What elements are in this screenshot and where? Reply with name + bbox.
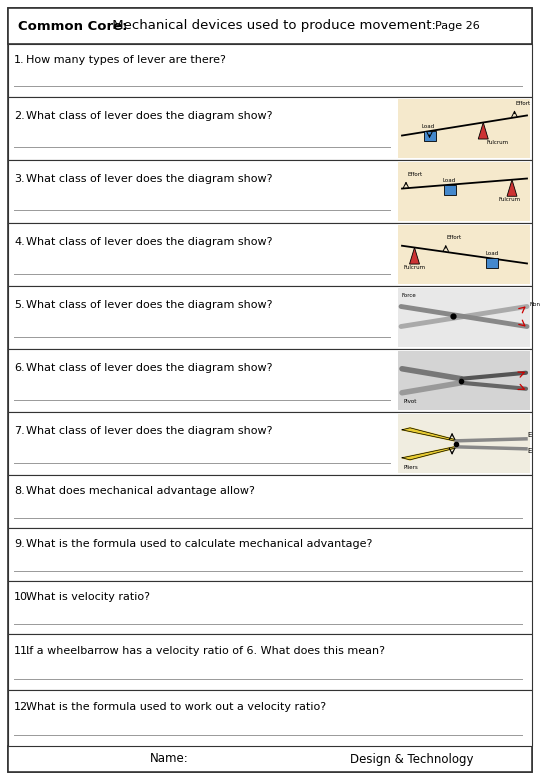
Text: 11.: 11.: [14, 646, 32, 656]
Text: E: E: [527, 448, 531, 454]
Bar: [398, 414, 530, 473]
Text: Effort: Effort: [447, 235, 462, 240]
Text: Force: Force: [402, 292, 417, 298]
Bar: [8, 349, 532, 413]
Text: What does mechanical advantage allow?: What does mechanical advantage allow?: [26, 486, 255, 496]
Text: If a wheelbarrow has a velocity ratio of 6. What does this mean?: If a wheelbarrow has a velocity ratio of…: [26, 646, 385, 656]
Polygon shape: [478, 122, 488, 139]
Text: 4.: 4.: [14, 237, 25, 247]
Bar: [398, 99, 530, 158]
Text: Load: Load: [422, 124, 435, 129]
Bar: [8, 223, 532, 286]
Text: What class of lever does the diagram show?: What class of lever does the diagram sho…: [26, 426, 273, 436]
Bar: [8, 690, 532, 746]
Bar: [486, 258, 498, 268]
Text: Mechanical devices used to produce movement:: Mechanical devices used to produce movem…: [108, 20, 440, 33]
Text: Name:: Name:: [150, 753, 189, 765]
Bar: [8, 581, 532, 634]
Text: How many types of lever are there?: How many types of lever are there?: [26, 55, 226, 65]
Bar: [398, 162, 530, 221]
Text: What class of lever does the diagram show?: What class of lever does the diagram sho…: [26, 111, 273, 121]
Text: 10.: 10.: [14, 592, 32, 602]
Bar: [398, 225, 530, 284]
Polygon shape: [409, 247, 420, 264]
Bar: [8, 97, 532, 160]
Text: Common Core:: Common Core:: [18, 20, 127, 33]
Text: What class of lever does the diagram show?: What class of lever does the diagram sho…: [26, 237, 273, 247]
Text: 2.: 2.: [14, 111, 25, 121]
Polygon shape: [402, 428, 456, 441]
Text: Effort: Effort: [407, 172, 422, 176]
Text: 7.: 7.: [14, 426, 25, 436]
Text: Fulcrum: Fulcrum: [499, 197, 521, 202]
Bar: [8, 44, 532, 97]
Bar: [8, 475, 532, 528]
Text: What is the formula used to calculate mechanical advantage?: What is the formula used to calculate me…: [26, 539, 373, 549]
Text: Page 26: Page 26: [435, 21, 480, 31]
Text: 8.: 8.: [14, 486, 25, 496]
Text: What is the formula used to work out a velocity ratio?: What is the formula used to work out a v…: [26, 702, 326, 712]
Text: 9.: 9.: [14, 539, 25, 549]
Text: 12.: 12.: [14, 702, 32, 712]
Text: Load: Load: [485, 251, 498, 257]
Text: 6.: 6.: [14, 363, 25, 373]
Polygon shape: [507, 179, 517, 197]
Text: What is velocity ratio?: What is velocity ratio?: [26, 592, 150, 602]
Bar: [423, 131, 435, 141]
Bar: [8, 160, 532, 223]
Bar: [8, 286, 532, 349]
Bar: [8, 746, 532, 772]
Bar: [8, 528, 532, 581]
Bar: [8, 634, 532, 690]
Text: Load: Load: [443, 178, 456, 183]
Text: None: None: [530, 302, 540, 307]
Bar: [443, 185, 456, 195]
Text: Pliers: Pliers: [403, 466, 418, 470]
Text: 5.: 5.: [14, 300, 25, 310]
Bar: [8, 413, 532, 475]
Text: Design & Technology: Design & Technology: [350, 753, 474, 765]
Text: Fulcrum: Fulcrum: [486, 140, 508, 145]
Text: Fulcrum: Fulcrum: [403, 265, 426, 270]
Text: 1.: 1.: [14, 55, 25, 65]
Bar: [398, 351, 530, 410]
Text: Pivot: Pivot: [403, 399, 416, 404]
Text: What class of lever does the diagram show?: What class of lever does the diagram sho…: [26, 363, 273, 373]
Text: E: E: [527, 432, 531, 438]
Bar: [8, 8, 532, 44]
Text: Effort: Effort: [516, 101, 531, 106]
Polygon shape: [402, 447, 456, 460]
Text: What class of lever does the diagram show?: What class of lever does the diagram sho…: [26, 174, 273, 184]
Text: What class of lever does the diagram show?: What class of lever does the diagram sho…: [26, 300, 273, 310]
Bar: [398, 288, 530, 347]
Text: 3.: 3.: [14, 174, 25, 184]
